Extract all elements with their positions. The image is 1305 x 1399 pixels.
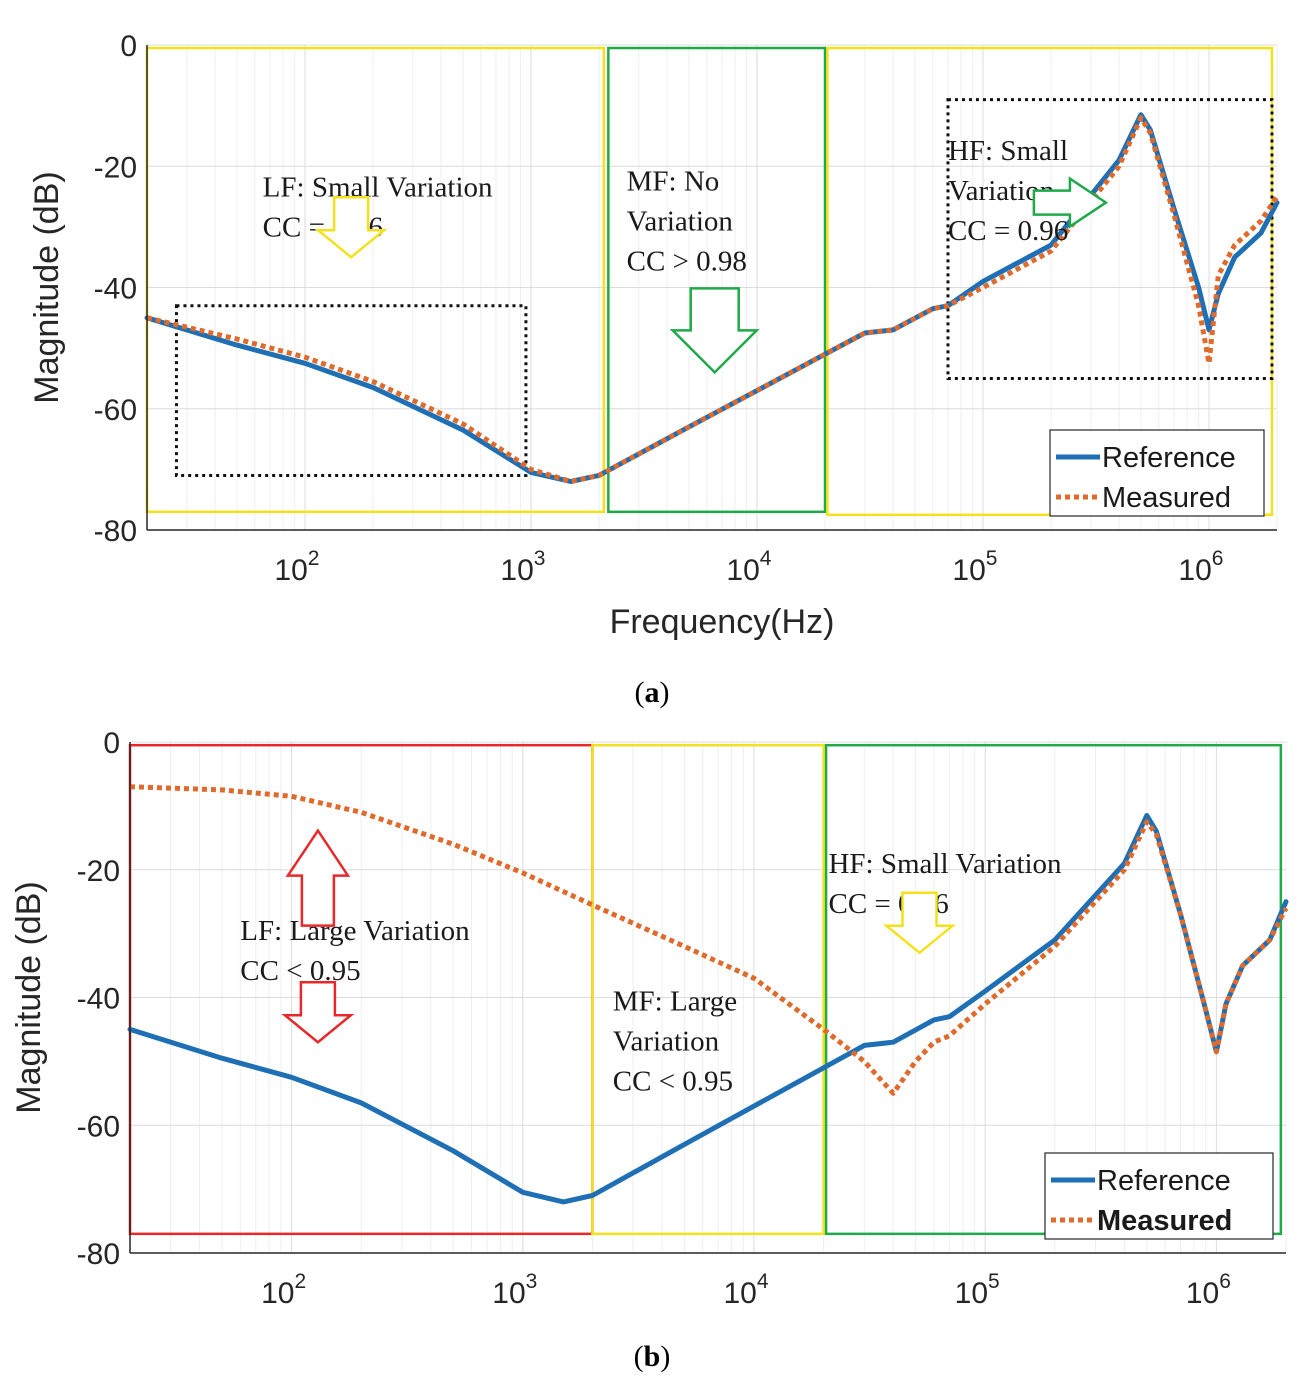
x-tick-base: 10 — [261, 1277, 294, 1310]
x-tick-exponent: 3 — [526, 1270, 538, 1293]
y-tick-label: 0 — [103, 727, 120, 760]
y-axis-label: Magnitude (dB) — [28, 171, 66, 403]
x-tick-exponent: 6 — [1212, 547, 1224, 570]
annotation-line: MF: Large — [613, 985, 737, 1017]
annotation-line: CC = 0.96 — [948, 215, 1068, 247]
region-annotation: MF: No Variation CC > 0.98 — [627, 166, 747, 278]
x-tick-exponent: 6 — [1219, 1270, 1231, 1293]
y-tick-label: -80 — [77, 1238, 120, 1271]
x-tick-label: 105 — [955, 1270, 1000, 1310]
caption-b: (b) — [634, 1340, 671, 1373]
legend-label: Measured — [1102, 482, 1231, 514]
y-tick-label: -60 — [94, 394, 137, 427]
annotation-line: LF: Small Variation — [263, 172, 493, 204]
legend-box — [1049, 429, 1265, 517]
x-tick-base: 10 — [274, 554, 307, 587]
legend-label: Reference — [1097, 1165, 1231, 1197]
annotation-line: CC > 0.98 — [627, 246, 747, 278]
arrow-right-green — [1032, 176, 1109, 229]
annotation-line: HF: Small Variation — [828, 848, 1062, 880]
arrow-up-red — [285, 828, 351, 927]
y-tick-label: -60 — [77, 1110, 120, 1143]
x-tick-label: 102 — [261, 1270, 306, 1310]
x-tick-label: 103 — [492, 1270, 537, 1310]
reference-series-line — [127, 813, 1289, 1205]
measured-series-line — [146, 115, 1280, 484]
x-tick-base: 10 — [955, 1277, 988, 1310]
arrow-down-red — [281, 980, 355, 1044]
annotation-line: HF: Small — [948, 135, 1068, 167]
annotation-line: Variation — [613, 1025, 720, 1057]
x-tick-label: 105 — [952, 547, 997, 587]
region-box-yellow — [591, 743, 825, 1236]
x-tick-exponent: 2 — [308, 547, 320, 570]
y-axis-label: Magnitude (dB) — [10, 881, 48, 1113]
annotation-line: MF: No — [627, 166, 720, 198]
arrow-down-yellow — [882, 891, 957, 955]
x-tick-base: 10 — [952, 554, 985, 587]
y-tick-label: -40 — [94, 273, 137, 306]
x-tick-exponent: 5 — [986, 547, 998, 570]
y-tick-label: -20 — [77, 855, 120, 888]
region-box-black-dotted — [174, 304, 528, 477]
legend-label: Measured — [1097, 1205, 1232, 1237]
annotation-line: Variation — [627, 206, 734, 238]
x-tick-label: 104 — [726, 547, 771, 587]
x-tick-label: 102 — [274, 547, 319, 587]
y-tick-label: -40 — [77, 983, 120, 1016]
x-tick-base: 10 — [492, 1277, 525, 1310]
x-tick-exponent: 4 — [760, 547, 772, 570]
x-tick-exponent: 2 — [294, 1270, 306, 1293]
x-tick-label: 103 — [500, 547, 545, 587]
region-annotation: LF: Large Variation CC < 0.95 — [240, 915, 470, 987]
x-tick-label: 104 — [723, 1270, 768, 1310]
arrow-down-yellow — [314, 195, 388, 259]
caption-a: (a) — [635, 676, 670, 709]
x-tick-base: 10 — [1186, 1277, 1219, 1310]
region-box-black-dotted — [946, 98, 1274, 380]
arrow-down-green — [669, 287, 760, 375]
annotation-line: LF: Large Variation — [240, 915, 470, 947]
x-tick-label: 106 — [1178, 547, 1223, 587]
x-tick-base: 10 — [500, 554, 533, 587]
x-tick-label: 106 — [1186, 1270, 1231, 1310]
measured-series-line — [129, 784, 1289, 1096]
reference-series-line — [144, 112, 1280, 484]
x-axis-label: Frequency(Hz) — [610, 603, 835, 641]
region-box-green — [607, 46, 827, 514]
legend-label: Reference — [1102, 442, 1236, 474]
y-tick-label: 0 — [120, 30, 137, 63]
x-tick-exponent: 3 — [534, 547, 546, 570]
x-tick-exponent: 5 — [988, 1270, 1000, 1293]
x-tick-base: 10 — [726, 554, 759, 587]
x-tick-base: 10 — [1178, 554, 1211, 587]
y-tick-label: -80 — [94, 515, 137, 548]
y-tick-label: -20 — [94, 151, 137, 184]
legend-box — [1044, 1152, 1274, 1240]
region-annotation: MF: Large Variation CC < 0.95 — [613, 985, 737, 1097]
annotation-line: CC < 0.95 — [613, 1065, 733, 1097]
x-tick-exponent: 4 — [757, 1270, 769, 1293]
x-tick-base: 10 — [723, 1277, 756, 1310]
